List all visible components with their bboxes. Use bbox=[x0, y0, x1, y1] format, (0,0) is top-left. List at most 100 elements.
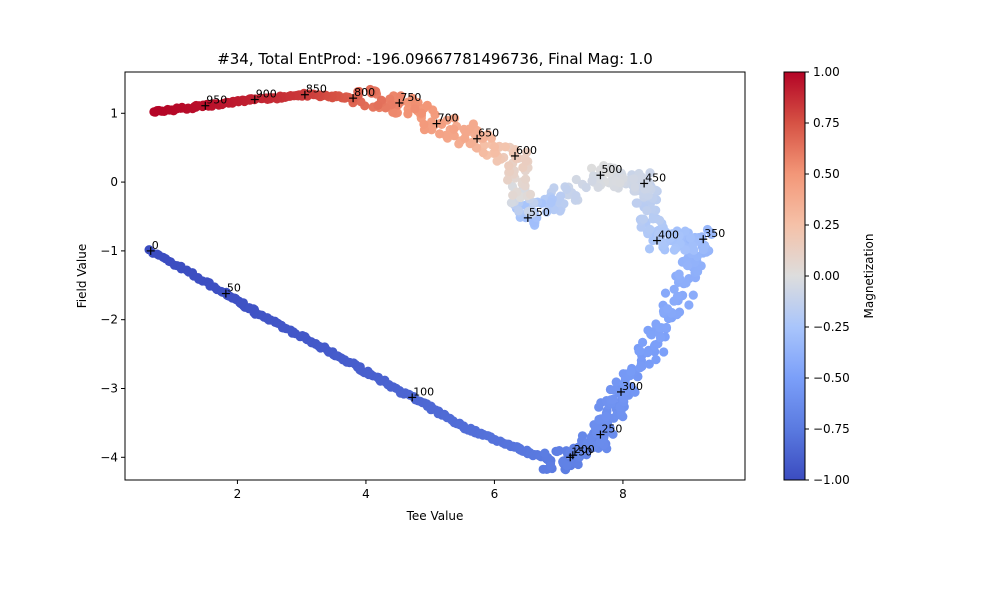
colorbar-tick-label: −0.50 bbox=[813, 371, 850, 385]
step-marker-label: 400 bbox=[658, 229, 679, 242]
scatter-point bbox=[506, 198, 516, 208]
colorbar-tick-label: 1.00 bbox=[813, 65, 840, 79]
step-marker-label: 450 bbox=[645, 171, 666, 184]
scatter-point bbox=[503, 175, 513, 185]
y-tick-label: 0 bbox=[110, 175, 118, 189]
scatter-point bbox=[396, 91, 406, 101]
step-marker: 650 bbox=[473, 127, 499, 143]
scatter-point bbox=[608, 394, 618, 404]
step-marker-label: 750 bbox=[400, 91, 421, 104]
scatter-point bbox=[669, 245, 680, 255]
scatter-point bbox=[571, 174, 581, 185]
scatter-point bbox=[674, 269, 684, 279]
scatter-point bbox=[630, 182, 640, 192]
step-marker-label: 500 bbox=[601, 163, 622, 176]
scatter-point bbox=[626, 366, 636, 377]
colorbar-ticks: −1.00 −0.75 −0.50 −0.25 0.00 0.25 0.50 0.75 1.00 bbox=[805, 65, 850, 487]
scatter-point bbox=[687, 241, 698, 251]
plot-frame bbox=[124, 71, 746, 481]
y-tick-label: −1 bbox=[100, 244, 118, 258]
scatter-point bbox=[608, 429, 618, 439]
step-marker: 100 bbox=[408, 385, 434, 402]
scatter-point bbox=[525, 189, 536, 199]
y-axis-label: Field Value bbox=[75, 244, 89, 308]
step-marker: 0 bbox=[146, 239, 159, 255]
scatter-point bbox=[366, 88, 377, 98]
step-marker-label: 250 bbox=[601, 423, 622, 436]
scatter-point bbox=[645, 224, 655, 234]
scatter-point bbox=[655, 215, 665, 225]
scatter-point bbox=[562, 460, 572, 471]
step-marker: 550 bbox=[523, 206, 550, 222]
scatter-point bbox=[149, 107, 159, 117]
scatter-point bbox=[646, 330, 657, 340]
scatter-point bbox=[629, 174, 639, 184]
scatter-point bbox=[522, 147, 532, 157]
step-marker: 850 bbox=[300, 83, 327, 99]
scatter-point bbox=[595, 437, 605, 447]
scatter-point bbox=[436, 118, 446, 128]
scatter-point bbox=[403, 109, 413, 119]
scatter-point bbox=[554, 446, 564, 456]
colorbar-tick-label: −0.25 bbox=[813, 320, 850, 334]
scatter-point bbox=[489, 142, 500, 152]
scatter-point bbox=[660, 288, 671, 298]
step-markers: 0501001502002503003504004505005506006507… bbox=[146, 83, 725, 462]
scatter-point bbox=[655, 333, 666, 343]
scatter-point bbox=[410, 104, 420, 114]
scatter-point bbox=[587, 176, 597, 186]
scatter-point bbox=[460, 133, 470, 143]
scatter-point bbox=[662, 304, 673, 314]
step-marker: 900 bbox=[250, 88, 277, 104]
step-marker-label: 350 bbox=[704, 227, 725, 240]
y-axis: −4 −3 −2 −1 0 1 bbox=[100, 106, 125, 464]
scatter-point bbox=[653, 230, 664, 240]
scatter-point bbox=[615, 178, 625, 188]
step-marker: 700 bbox=[432, 112, 459, 128]
step-marker: 50 bbox=[221, 282, 241, 298]
step-marker-label: 800 bbox=[354, 86, 375, 99]
y-tick-label: −2 bbox=[100, 313, 118, 327]
step-marker-label: 300 bbox=[622, 380, 643, 393]
scatter-point bbox=[684, 300, 694, 310]
step-marker: 400 bbox=[652, 229, 679, 245]
x-tick-label: 4 bbox=[362, 487, 370, 501]
scatter-point bbox=[546, 461, 556, 471]
colorbar-tick-label: −0.75 bbox=[813, 422, 850, 436]
step-marker: 300 bbox=[617, 380, 643, 396]
step-marker-label: 0 bbox=[152, 239, 159, 252]
step-marker-label: 850 bbox=[306, 83, 327, 96]
scatter-point bbox=[450, 113, 460, 123]
scatter-point bbox=[642, 206, 652, 216]
scatter-point bbox=[514, 206, 524, 216]
scatter-point bbox=[500, 142, 510, 152]
scatter-point bbox=[685, 233, 696, 243]
colorbar-tick-label: 0.00 bbox=[813, 269, 840, 283]
step-marker-label: 950 bbox=[206, 94, 227, 107]
step-marker-label: 200 bbox=[574, 443, 595, 456]
x-axis-label: Tee Value bbox=[406, 509, 464, 523]
scatter-point bbox=[523, 206, 534, 217]
scatter-point bbox=[599, 162, 609, 172]
scatter-point bbox=[449, 124, 459, 134]
scatter-point bbox=[573, 459, 583, 470]
step-marker-label: 600 bbox=[516, 144, 537, 157]
scatter-point bbox=[416, 108, 427, 118]
scatter-point bbox=[659, 347, 669, 357]
step-marker: 250 bbox=[596, 423, 622, 439]
scatter-point bbox=[681, 245, 691, 255]
step-marker-label: 650 bbox=[478, 127, 499, 140]
scatter-point bbox=[644, 359, 654, 369]
scatter-point bbox=[688, 290, 698, 300]
scatter-point bbox=[521, 156, 531, 166]
step-marker: 350 bbox=[699, 227, 725, 244]
scatter-point bbox=[601, 411, 611, 422]
scatter-point bbox=[593, 182, 603, 192]
x-axis: 2 4 6 8 bbox=[234, 480, 627, 501]
step-marker: 450 bbox=[640, 171, 666, 188]
scatter-point bbox=[655, 323, 665, 333]
scatter-point bbox=[581, 182, 591, 193]
step-marker: 200 bbox=[568, 443, 595, 460]
scatter-point bbox=[669, 284, 679, 294]
